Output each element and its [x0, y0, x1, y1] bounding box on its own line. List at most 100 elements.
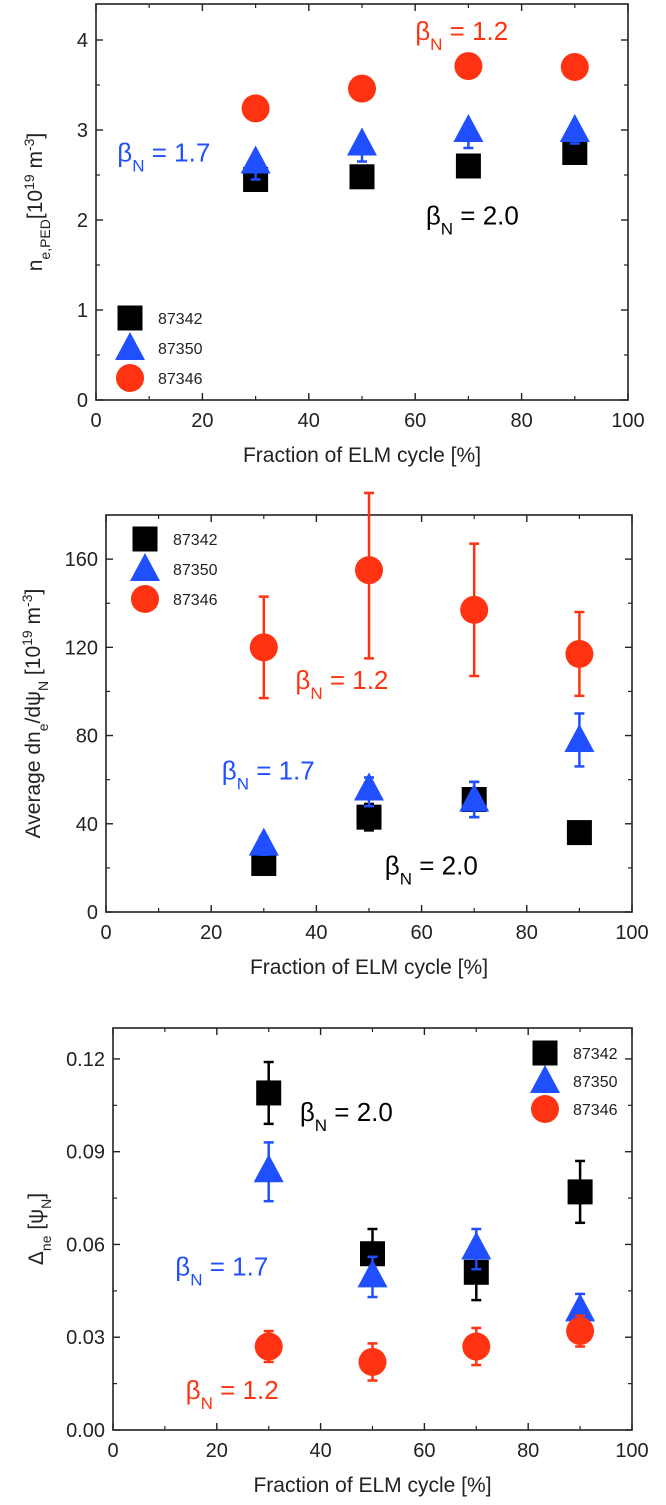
data-point-triangle [564, 723, 595, 752]
legend: 87342 87350 87346 [115, 305, 203, 392]
x-tick-label: 0 [90, 410, 101, 432]
y-tick-label: 3 [77, 120, 88, 142]
x-tick-label: 80 [516, 922, 538, 944]
beta-annotation: βN = 1.7 [222, 756, 315, 794]
chart-panel-3: 0 20 40 60 80 100 0.00 0.03 0.06 0.09 0.12 Fraction… [25, 1027, 649, 1497]
series-87350 [240, 114, 590, 181]
y-axis-label: Average dne/dψN [1019 m-3] [19, 589, 51, 839]
legend: 87342 87350 87346 [530, 1040, 618, 1123]
legend-marker-circle [131, 585, 159, 613]
legend-label: 87342 [573, 1046, 618, 1063]
beta-annotation: βN = 2.0 [300, 1097, 393, 1135]
beta-value: = 1.7 [249, 756, 315, 786]
y-tick-label: 0.03 [66, 1327, 105, 1349]
beta-subscript: N [201, 1394, 213, 1413]
y-tick-label: 2 [77, 210, 88, 232]
x-tick-label: 60 [413, 1440, 435, 1462]
legend-marker-triangle [115, 332, 145, 360]
beta-symbol: β [175, 1251, 190, 1281]
data-point-triangle [559, 114, 590, 142]
beta-subscript: N [441, 219, 453, 238]
data-point-triangle [354, 772, 384, 801]
y-label-sub: e [35, 723, 51, 731]
chart-panel-2: 0 20 40 60 80 100 0 40 80 120 160 Fraction of ELM c… [19, 491, 649, 979]
legend-marker-square [532, 1040, 558, 1066]
beta-annotation: βN = 1.7 [175, 1251, 268, 1289]
beta-value: = 1.2 [213, 1375, 279, 1405]
series-87346 [241, 52, 589, 123]
x-tick-label: 20 [200, 922, 222, 944]
beta-symbol: β [426, 201, 441, 231]
beta-value: = 1.7 [145, 138, 211, 168]
data-point-circle [249, 633, 278, 662]
beta-symbol: β [186, 1375, 201, 1405]
x-tick-label: 40 [298, 410, 320, 432]
y-label-unit-pre: [10 [24, 190, 47, 219]
x-tick-label: 100 [615, 1440, 648, 1462]
data-point-circle [462, 1332, 491, 1361]
data-point-triangle [565, 1293, 596, 1322]
beta-symbol: β [415, 16, 430, 46]
data-point-square [356, 804, 382, 830]
x-tick-label: 80 [517, 1440, 539, 1462]
legend-marker-circle [116, 364, 144, 392]
x-axis-label: Fraction of ELM cycle [%] [253, 1474, 491, 1497]
data-point-circle [348, 74, 376, 103]
beta-subscript: N [132, 156, 144, 175]
y-axis-label: ne,PED[1019 m-3] [21, 133, 53, 272]
x-tick-label: 60 [404, 410, 426, 432]
y-axis-label: Δne [ψN] [25, 1193, 54, 1265]
data-point-circle [355, 556, 383, 585]
y-label-sub: ne [38, 1235, 54, 1251]
y-label-unit-exp: 19 [21, 174, 37, 190]
legend-marker-circle [531, 1095, 559, 1123]
y-label-unit-post: ] [25, 1193, 48, 1199]
y-tick-label: 0 [77, 390, 88, 412]
beta-annotation: βN = 2.0 [426, 201, 519, 239]
series-87350 [248, 712, 595, 856]
x-tick-label: 60 [410, 922, 432, 944]
data-point-triangle [347, 127, 377, 156]
y-tick-label: 0.00 [66, 1420, 105, 1442]
y-label-unit-mid: m [22, 607, 45, 630]
series-87346 [249, 491, 594, 700]
y-label-sub: e,PED [37, 219, 53, 259]
data-point-circle [565, 639, 594, 668]
y-tick-label: 80 [76, 726, 98, 748]
beta-annotation: βN = 1.2 [295, 665, 388, 703]
beta-subscript: N [430, 35, 442, 54]
beta-subscript: N [190, 1270, 202, 1289]
y-label-unit-pre: [ψ [25, 1209, 48, 1236]
beta-symbol: β [385, 851, 400, 881]
series-87346 [254, 1314, 595, 1382]
x-tick-label: 80 [510, 410, 532, 432]
data-point-circle [241, 94, 270, 123]
data-point-triangle [357, 1259, 388, 1288]
beta-symbol: β [300, 1097, 315, 1127]
y-label-unit-post: ] [22, 589, 45, 595]
legend-marker-square [117, 305, 143, 331]
data-point-triangle [453, 114, 484, 142]
legend-label: 87346 [573, 1102, 618, 1119]
y-tick-label: 120 [65, 637, 98, 659]
beta-symbol: β [295, 665, 310, 695]
y-label-unit-pre: [10 [22, 646, 45, 681]
data-point-square [256, 1080, 282, 1106]
data-point-circle [454, 52, 483, 81]
y-label-unit-exp2: -3 [19, 594, 35, 607]
data-point-triangle [461, 1231, 492, 1260]
y-tick-label: 4 [77, 30, 88, 52]
beta-subscript: N [237, 774, 249, 793]
legend: 87342 87350 87346 [130, 526, 218, 613]
y-tick-label: 0 [87, 902, 98, 924]
y-tick-label: 1 [77, 300, 88, 322]
beta-value: = 2.0 [453, 201, 519, 231]
x-tick-label: 40 [309, 1440, 331, 1462]
x-axis-label: Fraction of ELM cycle [%] [243, 444, 481, 467]
x-axis-label: Fraction of ELM cycle [%] [250, 956, 488, 979]
y-tick-label: 40 [76, 814, 98, 836]
x-tick-label: 0 [107, 1440, 118, 1462]
data-point-triangle [240, 145, 271, 174]
series-87350 [253, 1141, 596, 1324]
series-87342 [243, 140, 588, 192]
